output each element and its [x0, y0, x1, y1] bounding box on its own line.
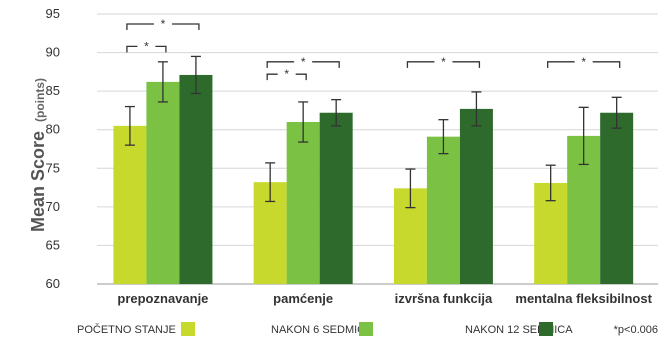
sig-bracket-right: [312, 61, 340, 68]
legend-label: POČETNO STANJE: [77, 323, 176, 336]
bar: [113, 125, 147, 284]
sig-star: *: [301, 55, 306, 69]
bars: [113, 74, 634, 284]
legend-label: NAKON 12 SEDMICA: [465, 324, 573, 336]
bar: [600, 112, 634, 284]
sig-bracket-right: [171, 23, 200, 31]
y-tick-label: 85: [46, 83, 60, 98]
y-tick-label: 75: [46, 160, 60, 175]
y-axis-label: Mean Score (points): [28, 78, 48, 232]
y-axis-label-unit: (points): [33, 78, 47, 122]
bar: [319, 112, 353, 284]
sig-bracket-left: [406, 61, 435, 68]
sig-bracket-left: [266, 73, 278, 81]
sig-bracket-right: [295, 73, 307, 81]
x-axis-categories: prepoznavanje pamćenje izvršna funkcija men…: [117, 291, 652, 306]
sig-star: *: [161, 17, 166, 31]
legend-swatch: [181, 322, 195, 336]
bar: [179, 74, 213, 284]
y-tick-label: 95: [46, 6, 60, 21]
sig-star: *: [581, 55, 586, 69]
sig-bracket-right: [452, 61, 481, 68]
significance-brackets: * * * * * *: [126, 17, 621, 81]
y-tick-label: 65: [46, 237, 60, 252]
sig-bracket-left: [266, 61, 295, 68]
sig-bracket-left: [126, 23, 154, 31]
y-axis-ticks: 60 65 70 75 80 85 90 95: [46, 6, 60, 291]
sig-star: *: [144, 39, 149, 53]
legend-label: NAKON 6 SEDMICA: [271, 324, 373, 336]
error-bars: [124, 55, 622, 209]
y-tick-label: 80: [46, 122, 60, 137]
x-category-label: izvršna funkcija: [395, 291, 493, 306]
bar: [459, 108, 493, 284]
legend: POČETNO STANJE NAKON 6 SEDMICA NAKON 12 SE…: [77, 322, 573, 336]
legend-swatch: [359, 322, 373, 336]
sig-bracket-left: [547, 61, 575, 68]
sig-star: *: [441, 55, 446, 69]
x-category-label: prepoznavanje: [117, 291, 208, 306]
sig-bracket-right: [155, 45, 167, 53]
bar: [286, 122, 320, 284]
y-axis-title: Mean Score (points): [28, 78, 48, 232]
bar: [146, 81, 180, 284]
sig-bracket-left: [126, 45, 138, 53]
y-axis-label-main: Mean Score: [28, 131, 48, 232]
significance-note: *p<0.006: [614, 324, 658, 336]
y-tick-label: 90: [46, 45, 60, 60]
bar: [426, 136, 460, 284]
y-tick-label: 70: [46, 199, 60, 214]
legend-swatch: [539, 322, 553, 336]
sig-bracket-right: [592, 61, 621, 68]
x-category-label: pamćenje: [273, 291, 333, 306]
sig-star: *: [284, 67, 289, 81]
y-tick-label: 60: [46, 276, 60, 291]
x-category-label: mentalna fleksibilnost: [515, 291, 652, 306]
